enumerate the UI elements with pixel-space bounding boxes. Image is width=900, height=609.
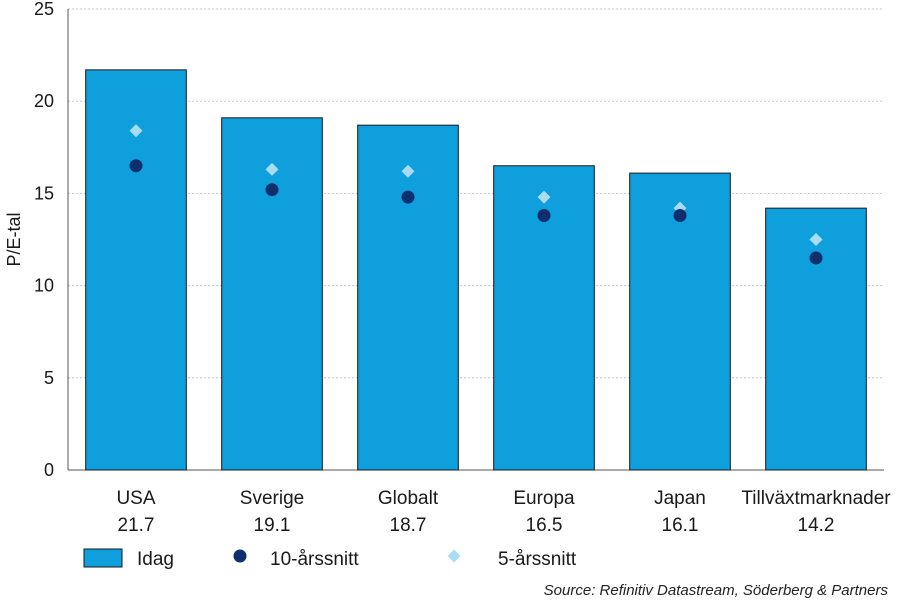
category-label: USA — [116, 488, 155, 509]
bar-idag — [629, 172, 731, 471]
category-label: Sverige — [240, 488, 304, 509]
marker-10-arssnitt — [673, 209, 687, 223]
category-label: Europa — [513, 488, 575, 509]
marker-5-arssnitt — [401, 164, 415, 178]
category-label: Tillväxtmarknader — [741, 488, 891, 509]
y-tick-label: 15 — [34, 183, 54, 203]
bar-value-label: 21.7 — [118, 515, 155, 536]
y-tick-label: 0 — [44, 460, 54, 480]
bar-idag — [765, 207, 867, 471]
legend-label-5-arssnitt: 5-årssnitt — [498, 549, 577, 570]
legend-label-idag: Idag — [137, 549, 174, 570]
legend-swatch-10-arssnitt — [233, 549, 247, 563]
bar-idag — [221, 117, 323, 471]
y-tick-label: 5 — [44, 368, 54, 388]
y-tick-label: 20 — [34, 91, 54, 111]
y-tick-label: 10 — [34, 276, 54, 296]
marker-10-arssnitt — [129, 159, 143, 173]
category-label: Japan — [654, 488, 706, 509]
legend-swatch-5-arssnitt — [447, 549, 461, 563]
marker-10-arssnitt — [265, 183, 279, 197]
marker-10-arssnitt — [537, 209, 551, 223]
marker-10-arssnitt — [809, 251, 823, 265]
y-axis-title: P/E-tal — [4, 212, 24, 266]
marker-10-arssnitt — [401, 190, 415, 204]
bar-value-label: 19.1 — [254, 515, 291, 536]
category-label: Globalt — [378, 488, 439, 509]
y-tick-label: 25 — [34, 0, 54, 19]
marker-5-arssnitt — [537, 190, 551, 204]
bar-value-label: 16.5 — [526, 515, 563, 536]
marker-5-arssnitt — [129, 124, 143, 138]
legend-label-10-arssnitt: 10-årssnitt — [270, 549, 359, 570]
bar-idag — [357, 124, 459, 471]
legend-swatch-idag — [83, 548, 123, 568]
bar-value-label: 16.1 — [662, 515, 699, 536]
bar-value-label: 18.7 — [390, 515, 427, 536]
bar-value-label: 14.2 — [798, 515, 835, 536]
marker-5-arssnitt — [809, 233, 823, 246]
marker-5-arssnitt — [265, 162, 279, 176]
source-note: Source: Refinitiv Datastream, Söderberg … — [543, 582, 888, 599]
